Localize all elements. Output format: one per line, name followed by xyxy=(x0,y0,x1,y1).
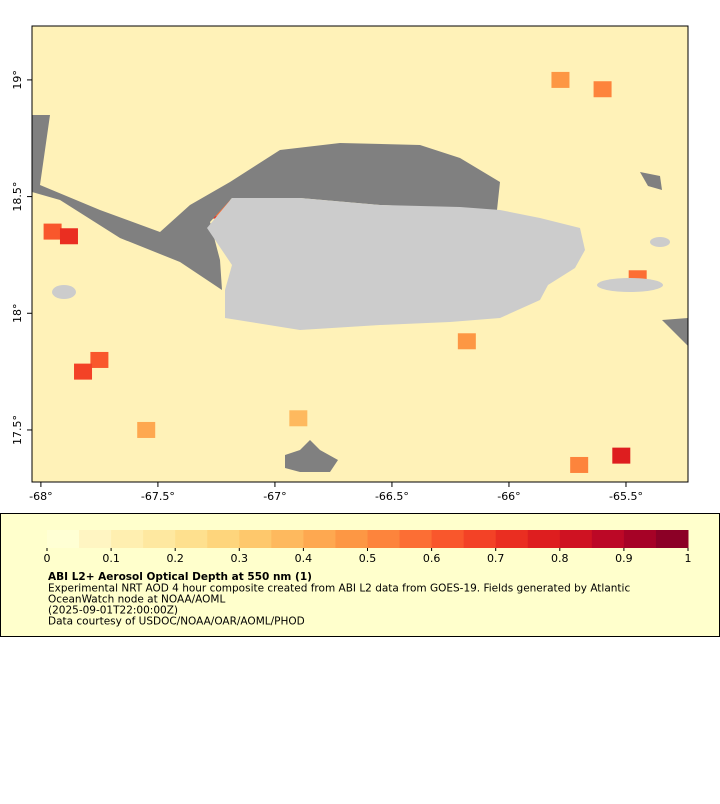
colorbar-tick-label: 0.5 xyxy=(359,552,377,565)
island xyxy=(650,237,670,247)
no-data-area xyxy=(640,172,662,190)
colorbar-swatch xyxy=(47,530,80,548)
x-tick-label: -68° xyxy=(29,490,52,503)
y-tick-label: 18.5° xyxy=(11,182,24,212)
no-data-area xyxy=(285,440,338,472)
colorbar-swatch xyxy=(527,530,561,548)
colorbar-swatch xyxy=(623,530,657,548)
aod-cell xyxy=(593,81,612,98)
aod-cell xyxy=(457,333,476,350)
colorbar-tick-label: 0.7 xyxy=(487,552,505,565)
y-tick-label: 17.5° xyxy=(11,415,24,445)
colorbar-swatch xyxy=(463,530,497,548)
aod-cell xyxy=(74,363,93,380)
colorbar-swatch xyxy=(559,530,593,548)
legend-description: Data courtesy of USDOC/NOAA/OAR/AOML/PHO… xyxy=(48,616,305,628)
colorbar-swatch xyxy=(399,530,433,548)
aod-cell xyxy=(570,456,589,473)
no-data-area xyxy=(662,318,688,346)
aod-cell xyxy=(43,223,62,240)
aod-cell xyxy=(90,351,109,368)
colorbar-swatch xyxy=(495,530,529,548)
y-tick-label: 18° xyxy=(11,304,24,324)
legend-description: OceanWatch node at NOAA/AOML xyxy=(48,594,225,606)
colorbar-tick-label: 0 xyxy=(44,552,51,565)
colorbar-tick-label: 0.1 xyxy=(102,552,120,565)
colorbar-swatch xyxy=(143,530,176,548)
colorbar-tick-label: 1 xyxy=(685,552,692,565)
colorbar-tick-label: 0.9 xyxy=(615,552,633,565)
island xyxy=(207,198,585,330)
colorbar-swatch xyxy=(367,530,401,548)
island xyxy=(52,285,76,299)
y-tick-label: 19° xyxy=(11,70,24,90)
x-tick-label: -66° xyxy=(497,490,520,503)
colorbar-tick-label: 0.4 xyxy=(295,552,313,565)
map-frame xyxy=(31,25,689,483)
x-tick-label: -67.5° xyxy=(141,490,175,503)
aod-cell xyxy=(289,410,308,427)
colorbar-swatch xyxy=(175,530,208,548)
x-tick-label: -67° xyxy=(263,490,286,503)
colorbar-tick-label: 0.8 xyxy=(551,552,569,565)
colorbar-swatch xyxy=(271,530,304,548)
aod-cell xyxy=(551,71,570,88)
legend-description: Experimental NRT AOD 4 hour composite cr… xyxy=(48,583,630,595)
colorbar-tick-label: 0.2 xyxy=(166,552,184,565)
aod-cell xyxy=(137,421,156,438)
aod-cell xyxy=(59,228,78,245)
colorbar-swatch xyxy=(79,530,112,548)
colorbar-swatch xyxy=(655,530,689,548)
colorbar-swatch xyxy=(239,530,272,548)
x-tick-label: -65.5° xyxy=(609,490,643,503)
colorbar-swatch xyxy=(591,530,625,548)
legend-title: ABI L2+ Aerosol Optical Depth at 550 nm … xyxy=(48,571,312,583)
colorbar-swatch xyxy=(207,530,240,548)
colorbar-swatch xyxy=(111,530,144,548)
colorbar-swatch xyxy=(335,530,368,548)
legend-description: (2025-09-01T22:00:00Z) xyxy=(48,605,178,617)
aod-cell xyxy=(612,447,631,464)
colorbar-swatch xyxy=(431,530,465,548)
island xyxy=(597,278,663,292)
x-tick-label: -66.5° xyxy=(375,490,409,503)
colorbar-tick-label: 0.6 xyxy=(423,552,441,565)
colorbar-tick-label: 0.3 xyxy=(231,552,249,565)
no-data-area xyxy=(32,115,500,290)
colorbar-swatch xyxy=(303,530,336,548)
